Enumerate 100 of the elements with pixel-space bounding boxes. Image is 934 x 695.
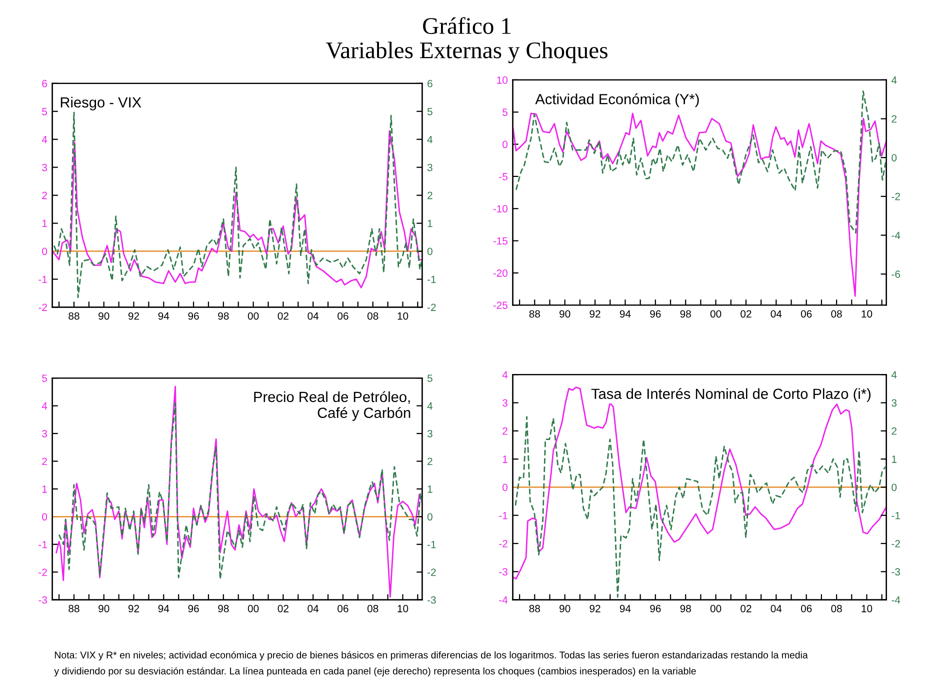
x-tick-label: 08 bbox=[367, 312, 378, 320]
x-tick-label: 98 bbox=[680, 604, 691, 612]
x-tick-label: 02 bbox=[278, 604, 288, 612]
x-tick-label: 06 bbox=[338, 312, 348, 320]
x-tick-label: 04 bbox=[308, 604, 319, 612]
x-tick-label: 06 bbox=[800, 310, 812, 318]
text: Riesgo - VIX bbox=[60, 96, 142, 110]
x-tick-label: 02 bbox=[740, 604, 752, 612]
x-tick-label: 88 bbox=[529, 310, 540, 318]
y2-tick-label: 2 bbox=[428, 458, 432, 465]
x-tick-label: 10 bbox=[398, 312, 408, 320]
x-tick-label: 92 bbox=[590, 310, 600, 318]
y-tick-label: -1 bbox=[38, 276, 47, 283]
y-tick-label: 6 bbox=[42, 80, 47, 88]
y2-tick-label: 3 bbox=[892, 399, 897, 407]
y-tick-label: -1 bbox=[38, 540, 47, 548]
y2-tick-label: 6 bbox=[428, 80, 432, 88]
y2-tick-label: 4 bbox=[891, 371, 897, 378]
x-tick-label: 02 bbox=[740, 310, 752, 318]
y2-tick-label: -4 bbox=[892, 232, 900, 239]
x-tick-label: 96 bbox=[650, 310, 661, 318]
y-tick-label: 4 bbox=[502, 371, 508, 378]
x-tick-label: 88 bbox=[68, 312, 80, 320]
y-tick-label: 2 bbox=[502, 427, 508, 435]
x-tick-label: 92 bbox=[590, 604, 600, 612]
y2-tick-label: 2 bbox=[892, 427, 896, 435]
x-tick-label: 04 bbox=[770, 604, 782, 612]
x-tick-label: 90 bbox=[98, 312, 110, 320]
y-tick-label: -15 bbox=[493, 237, 508, 245]
x-tick-label: 00 bbox=[248, 604, 259, 612]
x-tick-label: 98 bbox=[680, 310, 691, 318]
x-tick-label: 94 bbox=[620, 604, 631, 612]
y2-tick-label: 5 bbox=[427, 108, 432, 116]
y2-tick-label: 1 bbox=[428, 486, 432, 493]
x-tick-label: 06 bbox=[338, 604, 348, 612]
x-tick-label: 00 bbox=[710, 604, 722, 612]
y2-tick-label: -1 bbox=[892, 512, 900, 520]
line-series bbox=[512, 112, 886, 297]
line-series bbox=[58, 402, 422, 580]
y-tick-label: 0 bbox=[502, 140, 508, 148]
y2-tick-label: 3 bbox=[427, 430, 432, 438]
x-tick-label: 92 bbox=[128, 604, 140, 612]
y2-tick-label: -2 bbox=[892, 192, 900, 200]
y-tick-label: 5 bbox=[42, 374, 48, 382]
text: Actividad Económica (Y*) bbox=[535, 93, 699, 108]
x-tick-label: 08 bbox=[831, 604, 842, 612]
x-tick-label: 98 bbox=[218, 312, 229, 320]
y-tick-label: 4 bbox=[42, 136, 48, 144]
x-tick-label: 90 bbox=[98, 604, 110, 612]
y2-tick-label: 0 bbox=[427, 513, 432, 521]
x-tick-label: 98 bbox=[218, 604, 229, 612]
line-series bbox=[512, 386, 886, 580]
y2-tick-label: 1 bbox=[428, 220, 432, 228]
text: Gráfico 1 bbox=[423, 17, 510, 34]
y-tick-label: -10 bbox=[493, 205, 508, 212]
y2-tick-label: 4 bbox=[891, 76, 897, 84]
y-tick-label: 10 bbox=[497, 76, 508, 84]
x-tick-label: 00 bbox=[710, 310, 722, 318]
y2-tick-label: 4 bbox=[427, 402, 433, 410]
y-tick-label: 0 bbox=[502, 484, 508, 492]
y-tick-label: 2 bbox=[42, 458, 47, 465]
y2-tick-label: -2 bbox=[892, 540, 900, 548]
x-tick-label: 88 bbox=[529, 604, 540, 612]
y-tick-label: 4 bbox=[42, 402, 48, 410]
line-series bbox=[56, 386, 422, 598]
x-tick-label: 90 bbox=[560, 310, 570, 318]
x-tick-label: 88 bbox=[68, 604, 80, 612]
x-tick-label: 90 bbox=[560, 604, 570, 612]
x-tick-label: 10 bbox=[862, 310, 872, 318]
text: Tasa de Interés Nominal de Corto Plazo (i*) bbox=[591, 388, 871, 402]
line-series bbox=[52, 130, 422, 288]
y2-tick-label: 0 bbox=[892, 154, 897, 162]
y2-tick-label: -1 bbox=[427, 540, 436, 548]
y-tick-label: -3 bbox=[38, 596, 47, 604]
y-tick-label: -2 bbox=[38, 568, 47, 576]
text: Precio Real de Petróleo, Café y Carbón bbox=[254, 391, 410, 421]
x-tick-label: 02 bbox=[278, 312, 288, 320]
y2-tick-label: -3 bbox=[892, 568, 900, 576]
x-tick-label: 08 bbox=[831, 310, 842, 318]
y2-tick-label: 2 bbox=[428, 192, 432, 200]
y-tick-label: 1 bbox=[42, 486, 47, 493]
line-series bbox=[514, 416, 886, 598]
y-tick-label: 1 bbox=[502, 456, 508, 463]
y-tick-label: 1 bbox=[42, 220, 47, 228]
y2-tick-label: 4 bbox=[427, 136, 433, 144]
x-tick-label: 08 bbox=[367, 604, 378, 612]
x-tick-label: 94 bbox=[158, 312, 170, 320]
y-tick-label: 0 bbox=[42, 248, 48, 256]
y-tick-label: 0 bbox=[42, 513, 48, 521]
x-tick-label: 96 bbox=[188, 312, 199, 320]
y-tick-label: -25 bbox=[493, 302, 508, 309]
y-tick-label: -4 bbox=[499, 596, 508, 604]
text: y dividiendo por su desviación estándar. La línea punteada en cada panel (eje derecho) representa los choques (cambios inesperados) en la variable bbox=[54, 667, 696, 676]
y2-tick-label: -4 bbox=[892, 596, 900, 604]
y2-tick-label: 2 bbox=[892, 115, 896, 123]
x-tick-label: 96 bbox=[650, 604, 661, 612]
x-tick-label: 06 bbox=[800, 604, 812, 612]
y2-tick-label: -1 bbox=[427, 276, 436, 283]
x-tick-label: 96 bbox=[188, 604, 199, 612]
x-tick-label: 92 bbox=[128, 312, 140, 320]
